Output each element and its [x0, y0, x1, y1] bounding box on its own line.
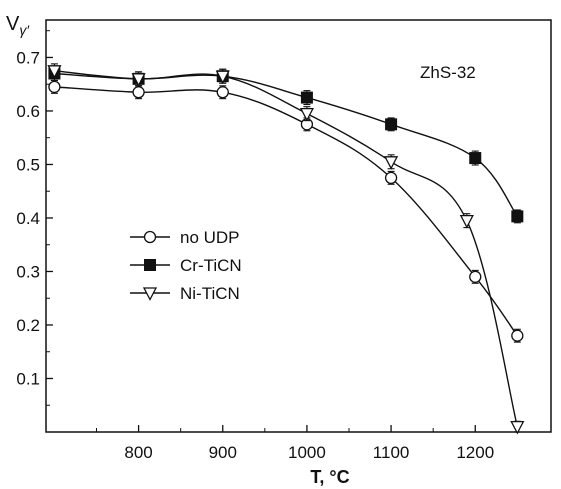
- data-point: [216, 86, 229, 99]
- data-point: [132, 86, 145, 99]
- data-point: [299, 107, 314, 122]
- legend-marker-2: [142, 287, 158, 301]
- data-point: [511, 329, 524, 342]
- data-point: [510, 420, 525, 435]
- plot-frame: [45, 19, 552, 433]
- legend-item-2: Ni-TiCN: [130, 284, 240, 303]
- y-tick-label-0.1: 0.1: [16, 369, 40, 388]
- data-point: [459, 214, 474, 229]
- series-0: [48, 79, 524, 343]
- y-tick-label-0.3: 0.3: [16, 262, 40, 281]
- y-tick-label-0.7: 0.7: [16, 48, 40, 67]
- x-tick-label-900: 900: [209, 443, 237, 462]
- legend-marker-1: [144, 259, 156, 271]
- data-point: [300, 91, 313, 104]
- legend-label-2: Ni-TiCN: [180, 284, 240, 303]
- series-line-2: [54, 70, 519, 427]
- data-point: [47, 65, 62, 79]
- y-tick-label-0.4: 0.4: [16, 209, 40, 228]
- data-point: [511, 210, 524, 223]
- legend-label-0: no UDP: [180, 228, 240, 247]
- legend-item-1: Cr-TiCN: [130, 256, 242, 275]
- x-tick-label-1000: 1000: [288, 443, 326, 462]
- series-line-1: [54, 72, 518, 217]
- x-axis-title: T, °C: [310, 467, 349, 487]
- x-tick-label-1100: 1100: [373, 443, 410, 462]
- legend-marker-0: [143, 230, 157, 244]
- series-layer: [47, 63, 525, 435]
- series-1: [48, 66, 524, 224]
- data-point: [384, 156, 399, 170]
- axis-ticks: [46, 30, 518, 432]
- series-2: [47, 63, 525, 435]
- data-point: [131, 73, 146, 87]
- data-point: [469, 152, 482, 165]
- y-tick-label-0.5: 0.5: [16, 155, 40, 174]
- y-tick-label-0.2: 0.2: [16, 316, 40, 335]
- legend: no UDP Cr-TiCN Ni-TiCN: [130, 228, 242, 303]
- data-point: [384, 171, 398, 184]
- series-line-0: [54, 86, 518, 337]
- legend-item-0: no UDP: [130, 228, 240, 247]
- y-tick-label-0.6: 0.6: [16, 102, 40, 121]
- data-point: [385, 118, 398, 131]
- x-tick-label-1200: 1200: [456, 443, 494, 462]
- data-point: [469, 270, 482, 283]
- x-tick-label-800: 800: [124, 443, 152, 462]
- y-axis-title-subscript: γ′: [19, 22, 30, 38]
- plot-area: [45, 19, 552, 435]
- data-point: [215, 70, 230, 85]
- y-axis-title: Vγ′: [6, 13, 30, 38]
- chart-annotation: ZhS-32: [420, 63, 476, 82]
- legend-label-1: Cr-TiCN: [180, 256, 242, 275]
- tick-labels: 800 900 1000 1100 1200 0.1 0.2 0.3 0.4 0.5 0.6 0.7: [16, 48, 494, 462]
- data-point: [48, 80, 61, 94]
